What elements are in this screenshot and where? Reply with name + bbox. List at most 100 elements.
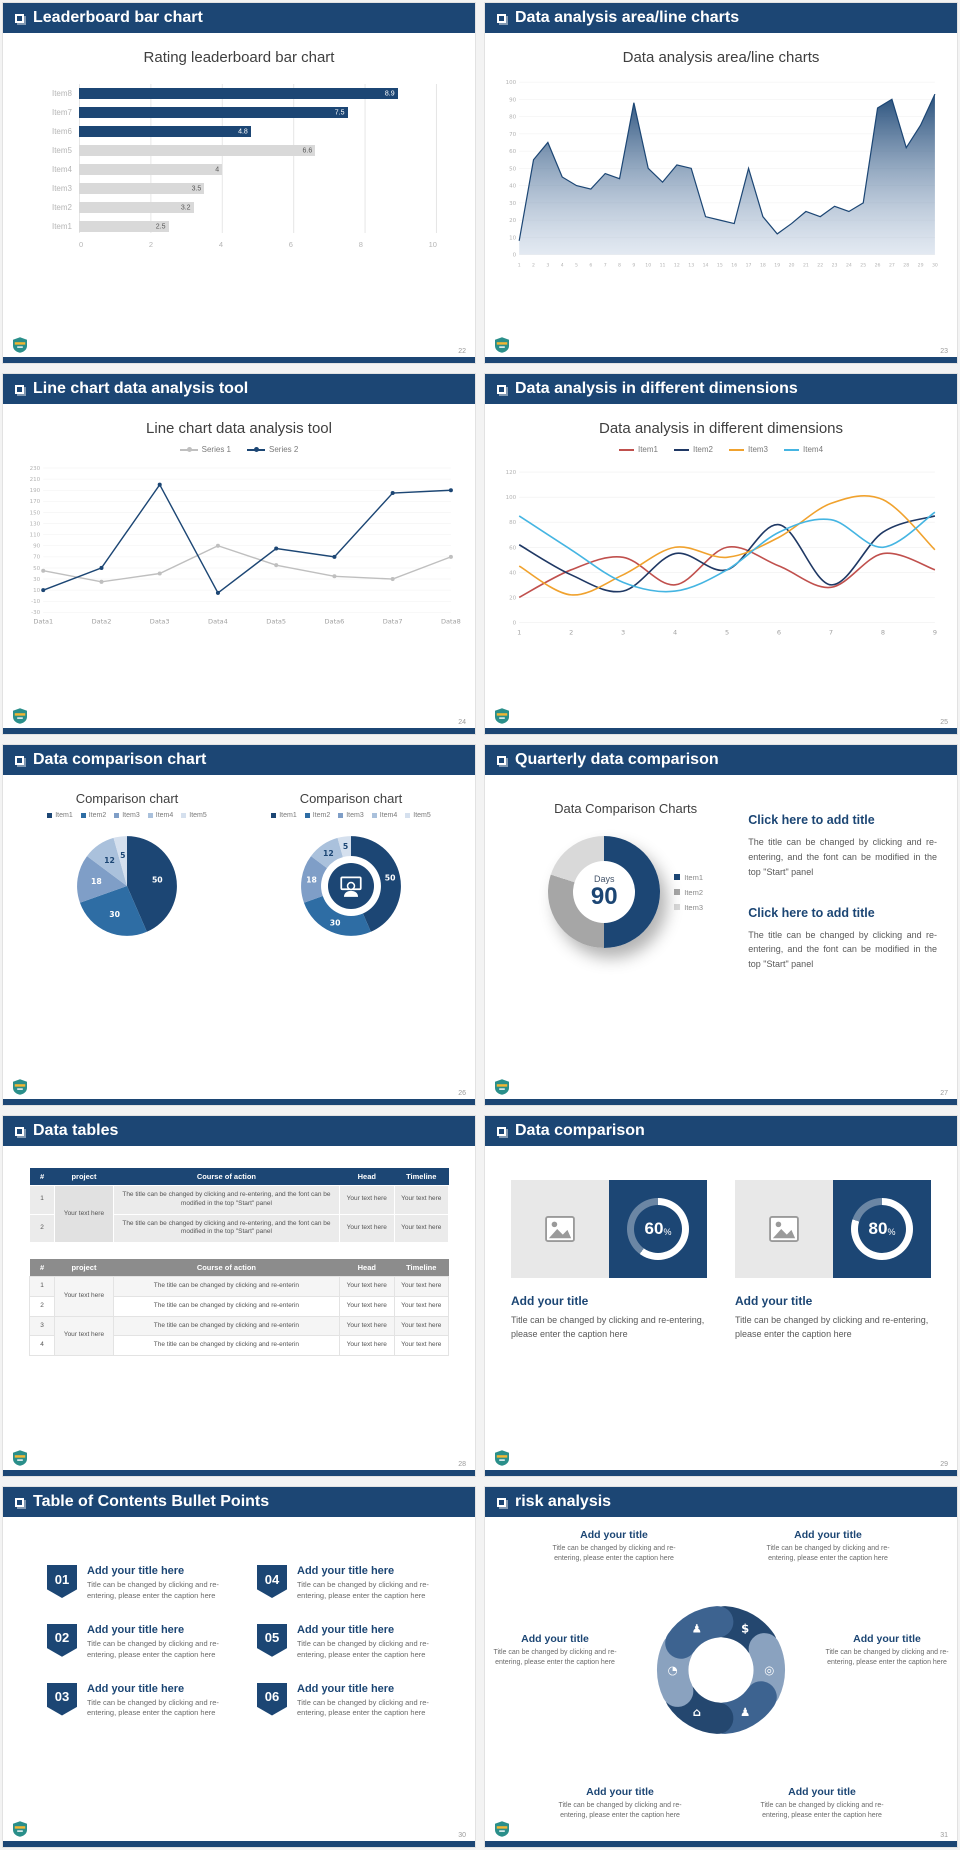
- svg-text:90: 90: [33, 544, 41, 550]
- svg-text:100: 100: [506, 80, 517, 86]
- svg-text:40: 40: [509, 184, 517, 190]
- svg-text:170: 170: [30, 499, 41, 505]
- svg-text:4: 4: [561, 263, 564, 269]
- progress-value: 60 %: [634, 1205, 682, 1253]
- bullet-square-icon: [497, 1126, 506, 1136]
- cell-head: Your text here: [339, 1335, 395, 1357]
- slide-dimensions-analysis[interactable]: Data analysis in different dimensions Da…: [484, 373, 958, 735]
- svg-text:14: 14: [703, 263, 709, 269]
- legend-label: Item4: [803, 445, 824, 454]
- toc-title: Add your title here: [87, 1682, 185, 1695]
- page-number: 23: [940, 348, 948, 355]
- presenter-icon: [327, 863, 374, 909]
- col-header: Head: [339, 1168, 395, 1186]
- item2-swatch-icon: [674, 889, 681, 895]
- footer-bar: [485, 357, 957, 363]
- slide-content: Comparison chart Item1 Item2 Item3 Item4…: [3, 775, 475, 1081]
- item2-swatch-icon: [304, 813, 310, 818]
- toc-title: Add your title here: [297, 1623, 395, 1636]
- svg-text:Data1: Data1: [33, 617, 53, 625]
- svg-text:21: 21: [803, 263, 809, 269]
- slide-content: 60 % Add your title Title can be changed…: [485, 1146, 957, 1452]
- slide-title: Data tables: [33, 1122, 119, 1139]
- chart-title: Comparison chart: [75, 791, 179, 806]
- legend-item: Series 1: [179, 445, 231, 454]
- table-row: 2 The title can be changed by clicking a…: [28, 1213, 450, 1244]
- svg-text:12: 12: [674, 263, 680, 269]
- page-number: 28: [458, 1461, 466, 1468]
- svg-text:13: 13: [688, 263, 694, 269]
- chart-title: Data Comparison Charts: [554, 801, 698, 816]
- quarterly-donut-chart: Days 90: [548, 836, 661, 948]
- slide-content: Line chart data analysis tool Series 1 S…: [3, 404, 475, 710]
- risk-wheel-diagram: $ ◎ ♟ ⌂ ◔ ♟: [637, 1586, 805, 1754]
- cell-timeline: Your text here: [393, 1276, 450, 1297]
- slide-header: Table of Contents Bullet Points: [3, 1487, 475, 1517]
- svg-text:60: 60: [509, 149, 517, 155]
- svg-text:20: 20: [509, 595, 517, 601]
- chart-title: Data analysis area/line charts: [622, 49, 820, 66]
- svg-text:9: 9: [933, 629, 937, 637]
- legend-label: Item1: [279, 812, 297, 819]
- svg-text:120: 120: [506, 470, 517, 476]
- comparison-card: 80 % Add your title Title can be changed…: [735, 1180, 931, 1341]
- slide-title: Data comparison: [515, 1122, 645, 1139]
- svg-text:6: 6: [777, 629, 781, 637]
- slide-data-comparison-chart[interactable]: Data comparison chart Comparison chart I…: [2, 744, 476, 1106]
- slide-data-tables[interactable]: Data tables # project Course of action H…: [2, 1115, 476, 1477]
- comparison-card: 60 % Add your title Title can be changed…: [511, 1180, 707, 1341]
- toc-caption: Title can be changed by clicking and re-…: [297, 1697, 429, 1718]
- slide-area-line-charts[interactable]: Data analysis area/line charts Data anal…: [484, 2, 958, 364]
- page-number: 30: [458, 1832, 466, 1839]
- chart-legend: Item1 Item2 Item3 Item4: [485, 445, 957, 454]
- cell-timeline: Your text here: [393, 1295, 450, 1317]
- progress-value: 80 %: [858, 1205, 906, 1253]
- toc-number-badge: 01: [47, 1565, 77, 1598]
- footer-bar: [485, 1099, 957, 1105]
- svg-text:5: 5: [120, 851, 125, 860]
- svg-text:30: 30: [932, 263, 938, 269]
- svg-text:50: 50: [385, 874, 396, 883]
- item4-swatch-icon: [371, 813, 377, 818]
- svg-text:6: 6: [589, 263, 592, 269]
- slide-data-comparison-cards[interactable]: Data comparison 60 %: [484, 1115, 958, 1477]
- svg-text:4: 4: [673, 629, 677, 637]
- bullet-square-icon: [15, 13, 24, 23]
- cell-course: The title can be changed by clicking and…: [112, 1276, 341, 1297]
- slide-quarterly-comparison[interactable]: Quarterly data comparison Data Compariso…: [484, 744, 958, 1106]
- risk-caption: Title can be changed by clicking and re-…: [766, 1545, 890, 1562]
- slide-toc-bullets[interactable]: Table of Contents Bullet Points 01 Add y…: [2, 1486, 476, 1848]
- slide-content: # project Course of action Head Timeline…: [3, 1146, 475, 1452]
- chart-title: Rating leaderboard bar chart: [143, 49, 335, 66]
- slide-content: Data analysis area/line charts 0 10 20 30 40…: [485, 33, 957, 339]
- slide-line-chart-tool[interactable]: Line chart data analysis tool Line chart…: [2, 373, 476, 735]
- svg-text:50: 50: [33, 566, 41, 572]
- team-icon: ♟: [692, 1621, 702, 1635]
- legend-label: Item5: [189, 812, 207, 819]
- slide-content: Data Comparison Charts Days 90 Item1 Ite…: [485, 775, 957, 1081]
- school-logo-icon: [495, 1450, 509, 1466]
- toc-number: 02: [54, 1630, 70, 1646]
- cell-course: The title can be changed by clicking and…: [112, 1185, 341, 1215]
- cell-timeline: Your text here: [393, 1335, 450, 1357]
- slide-header: Data analysis area/line charts: [485, 3, 957, 33]
- cell-head: Your text here: [339, 1276, 395, 1297]
- legend-item: Item2: [304, 812, 330, 819]
- risk-title: Add your title: [853, 1633, 921, 1645]
- legend-item: Item2: [80, 812, 106, 819]
- svg-text:10: 10: [33, 588, 41, 594]
- slide-leaderboard-bar-chart[interactable]: Leaderboard bar chart Rating leaderboard…: [2, 2, 476, 364]
- chart-title: Data analysis in different dimensions: [598, 420, 844, 437]
- risk-block: Add your title Title can be changed by c…: [539, 1529, 689, 1564]
- svg-text:210: 210: [30, 477, 41, 483]
- risk-title: Add your title: [580, 1529, 648, 1541]
- footer-bar: [485, 728, 957, 734]
- school-logo-icon: [495, 1079, 509, 1095]
- person-icon: ♟: [740, 1705, 750, 1719]
- slide-risk-analysis[interactable]: risk analysis $ ◎ ♟ ⌂ ◔ ♟ Add your title Titl…: [484, 1486, 958, 1848]
- svg-text:30: 30: [33, 577, 41, 583]
- legend-label: Item5: [413, 812, 431, 819]
- svg-text:9: 9: [632, 263, 635, 269]
- col-header: #: [29, 1168, 55, 1186]
